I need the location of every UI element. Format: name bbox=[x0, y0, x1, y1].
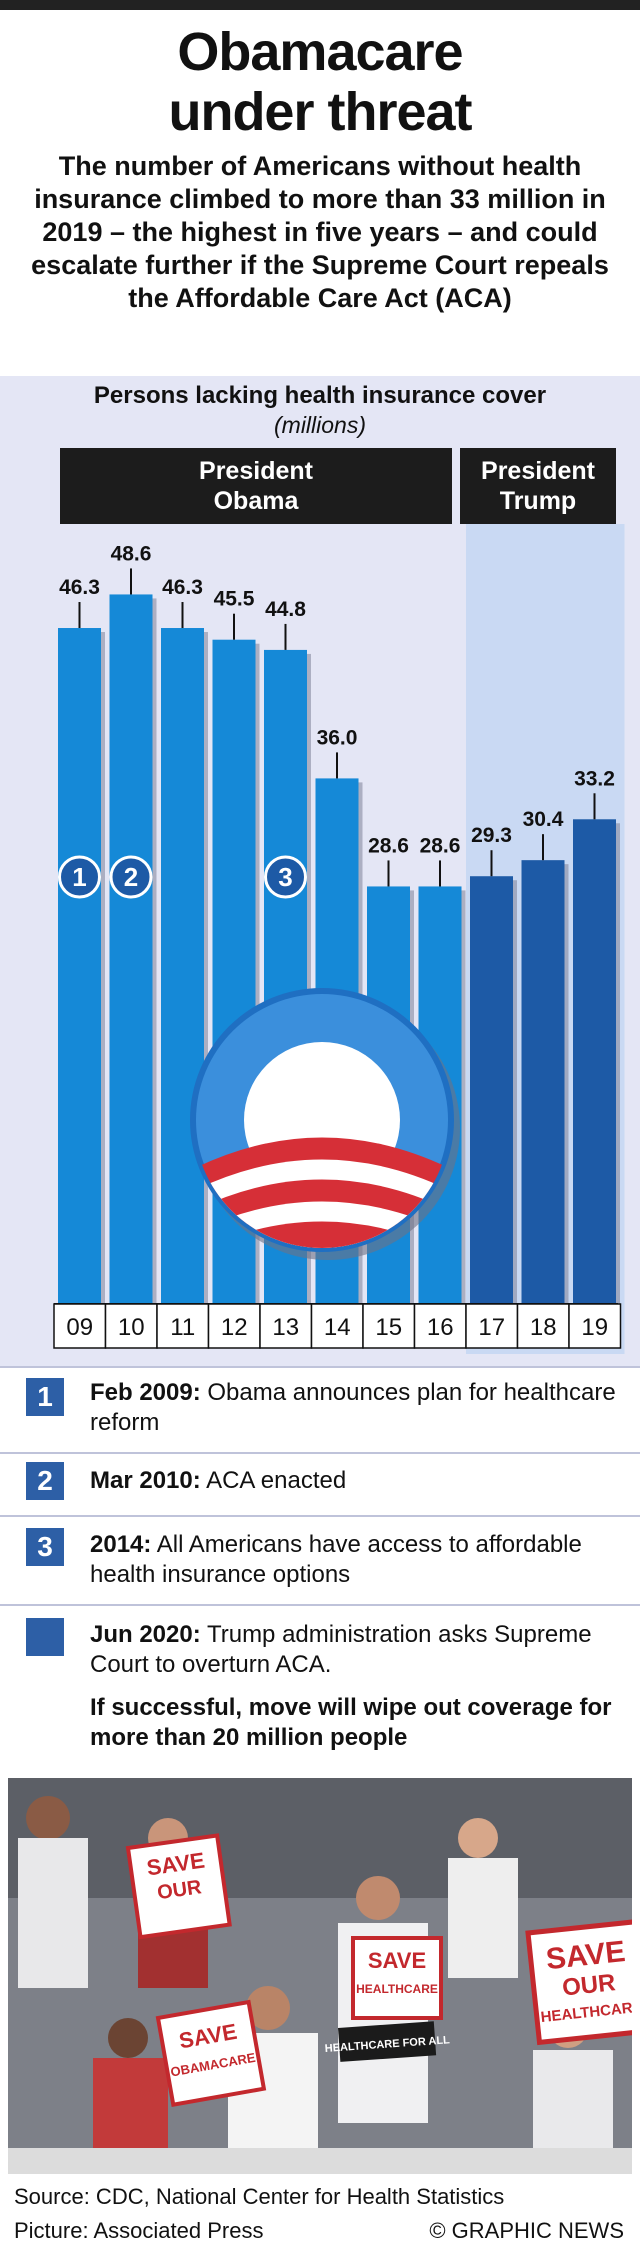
event-marker-number-1: 1 bbox=[72, 862, 86, 892]
event-marker-number-3: 3 bbox=[278, 862, 292, 892]
subtitle: The number of Americans without health i… bbox=[31, 151, 609, 313]
trump-band-line-1: President bbox=[481, 457, 595, 485]
event-1-text: Obama announces plan for healthcare refo… bbox=[90, 1379, 616, 1436]
value-label-17: 29.3 bbox=[471, 824, 512, 847]
value-label-14: 36.0 bbox=[317, 726, 358, 749]
bar-chart: 46.3 48.6 46.3 45.5 44.8 36.0 28.6 28.6 29.3 30.4… bbox=[53, 524, 625, 1354]
protest-sign-3: SAVE HEALTHCARE bbox=[351, 1936, 443, 2020]
tick-label-19: 19 bbox=[581, 1314, 608, 1341]
obama-band-line-1: President bbox=[199, 457, 313, 485]
chart-title: Persons lacking health insurance cover bbox=[93, 382, 547, 409]
legend-separator bbox=[0, 1452, 640, 1454]
event-marker-3: 3 bbox=[26, 1528, 64, 1566]
trump-band-line-2: Trump bbox=[499, 487, 577, 515]
event-4: Jun 2020: Trump administration asks Supr… bbox=[90, 1620, 630, 1680]
legend-separator bbox=[0, 1515, 640, 1517]
protest-sign-2: SAVE OBAMACARE bbox=[155, 1999, 267, 2107]
event-3: 2014: All Americans have access to affor… bbox=[90, 1530, 630, 1590]
value-label-09: 46.3 bbox=[59, 576, 100, 599]
event-marker-4 bbox=[26, 1618, 64, 1656]
protest-photo: SAVE OUR SAVE OBAMACARE SAVE HEALTHCARE … bbox=[8, 1778, 632, 2174]
event-4-date: Jun 2020: bbox=[90, 1621, 201, 1648]
protest-photo-illustration: SAVE OUR SAVE OBAMACARE SAVE HEALTHCARE … bbox=[8, 1778, 632, 2174]
protest-sign-4: SAVE OUR HEALTHCARE bbox=[525, 1918, 632, 2046]
top-bar bbox=[0, 0, 640, 10]
tick-label-15: 15 bbox=[375, 1314, 402, 1341]
sign-3-line-1: SAVE bbox=[368, 1948, 426, 1973]
event-2-text: ACA enacted bbox=[206, 1467, 347, 1494]
bar-17 bbox=[470, 876, 513, 1304]
event-marker-1: 1 bbox=[26, 1378, 64, 1416]
value-label-15: 28.6 bbox=[368, 834, 409, 857]
value-label-12: 45.5 bbox=[214, 588, 255, 611]
event-marker-circle-2 bbox=[109, 855, 153, 899]
value-label-19: 33.2 bbox=[574, 767, 615, 790]
protest-sign-5: HEALTHCARE FOR ALL bbox=[324, 2021, 450, 2062]
value-label-10: 48.6 bbox=[111, 542, 152, 565]
event-marker-circle-1 bbox=[58, 855, 101, 899]
bar-09 bbox=[58, 628, 101, 1304]
tick-box bbox=[53, 1303, 107, 1349]
event-marker-number-2: 2 bbox=[124, 862, 138, 892]
bar-11 bbox=[161, 628, 204, 1304]
bar-19 bbox=[573, 819, 616, 1304]
footer: Source: CDC, National Center for Health … bbox=[0, 2178, 640, 2256]
value-label-11: 46.3 bbox=[162, 576, 203, 599]
event-marker-2: 2 bbox=[26, 1462, 64, 1500]
tick-label-10: 10 bbox=[118, 1314, 145, 1341]
protest-sign-1: SAVE OUR bbox=[125, 1833, 232, 1940]
source-text: Source: CDC, National Center for Health … bbox=[14, 2184, 505, 2209]
event-1-date: Feb 2009: bbox=[90, 1379, 201, 1406]
tick-label-14: 14 bbox=[324, 1314, 351, 1341]
event-3-date: 2014: bbox=[90, 1531, 152, 1558]
tick-label-17: 17 bbox=[478, 1314, 505, 1341]
event-2-date: Mar 2010: bbox=[90, 1467, 201, 1494]
sign-4-line-2: OUR bbox=[561, 1969, 617, 2001]
tick-box bbox=[156, 1303, 210, 1349]
picture-credit: Picture: Associated Press bbox=[14, 2218, 264, 2243]
event-3-text: All Americans have access to affordable … bbox=[90, 1531, 582, 1588]
event-2: Mar 2010: ACA enacted bbox=[90, 1466, 630, 1496]
president-obama-band: President Obama bbox=[60, 448, 452, 524]
tick-box bbox=[516, 1303, 570, 1349]
president-trump-band: President Trump bbox=[460, 448, 616, 524]
tick-label-18: 18 bbox=[530, 1314, 557, 1341]
tick-label-13: 13 bbox=[272, 1314, 299, 1341]
warning-text: If successful, move will wipe out covera… bbox=[90, 1694, 612, 1751]
obama-logo bbox=[190, 988, 460, 1260]
tick-box bbox=[362, 1303, 416, 1349]
value-label-18: 30.4 bbox=[523, 808, 564, 831]
event-1: Feb 2009: Obama announces plan for healt… bbox=[90, 1378, 630, 1438]
chart-unit: (millions) bbox=[274, 412, 366, 438]
title-line-1: Obamacare bbox=[177, 22, 463, 82]
graphic-news-credit: © GRAPHIC NEWS bbox=[429, 2218, 624, 2243]
sign-3-line-2: HEALTHCARE bbox=[356, 1982, 438, 1996]
tick-box bbox=[207, 1303, 261, 1349]
value-label-16: 28.6 bbox=[420, 834, 461, 857]
legend-separator bbox=[0, 1366, 640, 1368]
tick-box bbox=[259, 1303, 313, 1349]
page-title: Obamacare under threat bbox=[0, 22, 640, 142]
event-4-text: Trump administration asks Supreme Court … bbox=[90, 1621, 592, 1678]
tick-box bbox=[568, 1303, 622, 1349]
event-marker-circle-3 bbox=[264, 855, 307, 899]
tick-label-09: 09 bbox=[66, 1314, 93, 1341]
bar-10 bbox=[109, 594, 153, 1304]
title-line-2: under threat bbox=[168, 82, 472, 142]
obama-band-line-2: Obama bbox=[213, 487, 299, 515]
tick-label-12: 12 bbox=[221, 1314, 248, 1341]
tick-box bbox=[104, 1303, 158, 1349]
value-label-13: 44.8 bbox=[265, 598, 306, 621]
tick-label-11: 11 bbox=[170, 1314, 195, 1341]
legend-separator bbox=[0, 1604, 640, 1606]
tick-box bbox=[465, 1303, 519, 1349]
bar-18 bbox=[521, 860, 565, 1304]
tick-label-16: 16 bbox=[427, 1314, 454, 1341]
